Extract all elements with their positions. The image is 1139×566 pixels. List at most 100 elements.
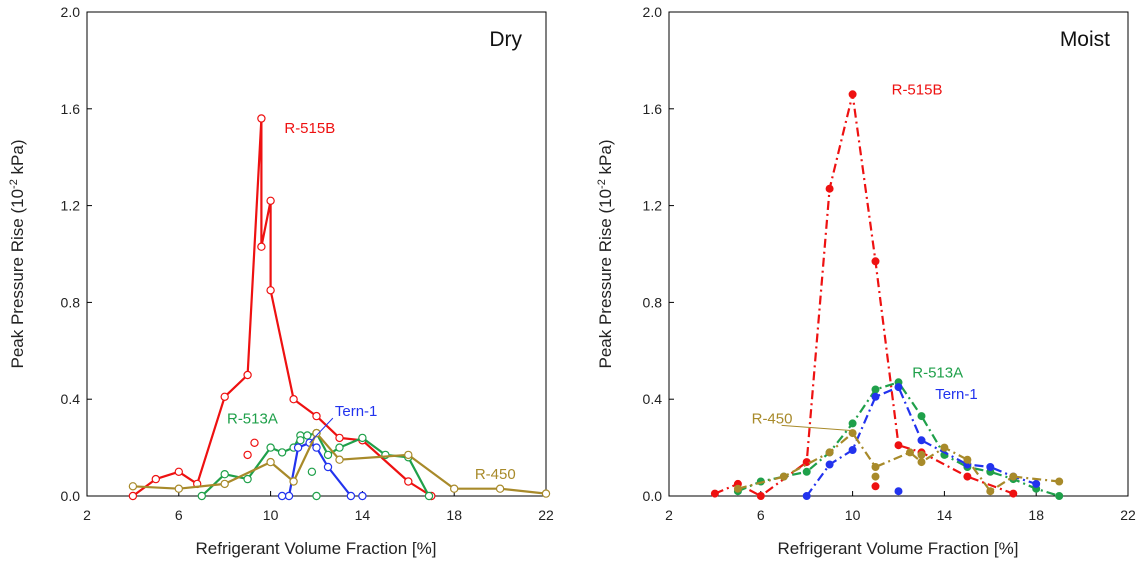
data-point-r-515b: [871, 257, 880, 266]
series-line-r-515b: [714, 93, 1014, 498]
y-tick-label-moist: 0.8: [643, 294, 663, 310]
data-point-r-513a: [871, 385, 880, 394]
axes-moist: 2 6 10 14 18 22 0.0 0.4 0.8 1.2 1.6 2.0: [643, 4, 1136, 523]
y-axis-label-end: kPa): [596, 140, 615, 180]
data-point-tern-1: [894, 383, 903, 392]
data-point-r-513a: [296, 436, 305, 445]
data-point-r-450: [825, 448, 834, 457]
data-point-r-513a: [848, 419, 857, 428]
data-point-r-513a: [424, 491, 434, 501]
data-point-r-450: [871, 472, 880, 481]
data-point-r-513a: [303, 431, 312, 440]
x-tick-label-moist: 14: [937, 507, 953, 523]
series-line-r-515b: [132, 117, 432, 497]
label-leader-r-450: [781, 424, 853, 432]
data-point-r-515b: [894, 441, 903, 450]
series-line-r-450: [737, 432, 1060, 493]
y-axis-label-end: kPa): [8, 140, 27, 180]
series-label-r-450: R-450: [752, 410, 793, 427]
data-point-tern-1: [277, 491, 287, 501]
data-point-r-450: [848, 429, 857, 438]
data-point-tern-1: [293, 443, 303, 452]
data-point-tern-1: [312, 443, 321, 452]
data-point-r-513a: [266, 443, 275, 452]
y-axis-label-moist: Peak Pressure Rise (10-2 kPa): [596, 140, 615, 369]
x-tick-label-moist: 22: [1120, 507, 1136, 523]
x-tick-label-dry: 2: [83, 507, 91, 523]
data-point-r-450: [541, 489, 551, 498]
data-point-r-450: [335, 455, 344, 464]
y-tick-label-moist: 1.2: [643, 198, 663, 214]
data-point-r-513a: [358, 433, 367, 443]
data-point-r-515b: [243, 370, 252, 380]
data-point-r-450: [963, 455, 972, 464]
x-tick-label-moist: 18: [1028, 507, 1044, 523]
series-line-tern-1: [805, 386, 1037, 497]
series-label-r-515b: R-515B: [284, 120, 335, 137]
data-point-r-515b: [257, 242, 266, 251]
data-point-r-513a: [277, 448, 287, 457]
axes-dry: 2 6 10 14 18 22 0.0 0.4 0.8 1.2 1.6 2.0: [61, 4, 554, 523]
plot-area-moist: [668, 11, 1129, 497]
x-axis-label-dry: Refrigerant Volume Fraction [%]: [196, 539, 437, 558]
data-point-tern-1: [284, 491, 294, 501]
data-point-tern-1: [871, 392, 880, 401]
label-leader-tern-1: [309, 417, 334, 444]
y-tick-label-moist: 2.0: [643, 4, 663, 20]
data-point-r-515b: [128, 491, 138, 501]
data-point-r-515b: [220, 392, 229, 401]
series-labels-dry: R-515B R-513A Tern-1 R-450: [227, 120, 516, 483]
data-point-r-515b: [963, 472, 972, 481]
data-point-tern-1: [802, 492, 811, 501]
data-point-tern-1: [986, 463, 995, 472]
chart-moist: Moist Refrigerant Volume Fraction [%] Pe…: [596, 4, 1136, 558]
x-tick-label-dry: 18: [446, 507, 462, 523]
x-tick-label-moist: 10: [845, 507, 861, 523]
data-point-r-515b: [250, 438, 259, 447]
x-tick-label-moist: 6: [757, 507, 765, 523]
plot-area-dry: [86, 11, 547, 497]
data-point-r-450: [986, 487, 995, 496]
data-point-r-450: [266, 457, 275, 467]
data-point-r-513a: [917, 412, 926, 421]
data-point-tern-1: [848, 446, 857, 455]
data-point-tern-1: [825, 460, 834, 469]
data-point-tern-1: [894, 487, 903, 496]
data-point-r-515b: [243, 450, 252, 460]
data-point-r-515b: [1009, 489, 1018, 498]
data-point-r-513a: [335, 443, 344, 452]
data-point-r-450: [450, 484, 459, 493]
data-point-r-515b: [871, 482, 880, 491]
data-point-r-515b: [257, 114, 266, 123]
data-point-r-450: [174, 484, 183, 493]
series-labels-moist: R-515B R-513A Tern-1 R-450: [752, 81, 978, 432]
data-point-tern-1: [1032, 479, 1041, 488]
y-tick-label-moist: 0.0: [643, 488, 663, 504]
data-point-r-515b: [756, 492, 765, 501]
data-point-r-450: [495, 484, 505, 493]
panel-tag-moist: Moist: [1060, 28, 1110, 51]
data-point-r-513a: [1055, 492, 1064, 501]
data-point-r-450: [312, 428, 321, 438]
data-point-r-515b: [151, 474, 160, 484]
data-point-r-450: [128, 482, 138, 491]
data-point-tern-1: [323, 462, 333, 472]
data-point-r-515b: [848, 90, 857, 99]
data-point-r-513a: [243, 474, 252, 484]
series-label-r-450: R-450: [475, 466, 516, 483]
y-tick-label-dry: 1.6: [61, 101, 81, 117]
y-tick-label-dry: 0.4: [61, 391, 81, 407]
series-label-r-513a: R-513A: [912, 364, 963, 381]
data-point-tern-1: [346, 491, 356, 501]
panel-tag-dry: Dry: [489, 28, 522, 51]
data-point-tern-1: [358, 491, 367, 501]
data-point-r-515b: [825, 184, 834, 193]
data-point-r-513a: [197, 491, 206, 501]
data-point-r-450: [917, 450, 926, 459]
y-axis-label-sup: -2: [8, 179, 20, 189]
data-point-tern-1: [917, 436, 926, 445]
y-axis-label-main: Peak Pressure Rise (10: [8, 189, 27, 369]
data-point-r-450: [779, 472, 788, 481]
series-line-tern-1: [287, 441, 352, 497]
